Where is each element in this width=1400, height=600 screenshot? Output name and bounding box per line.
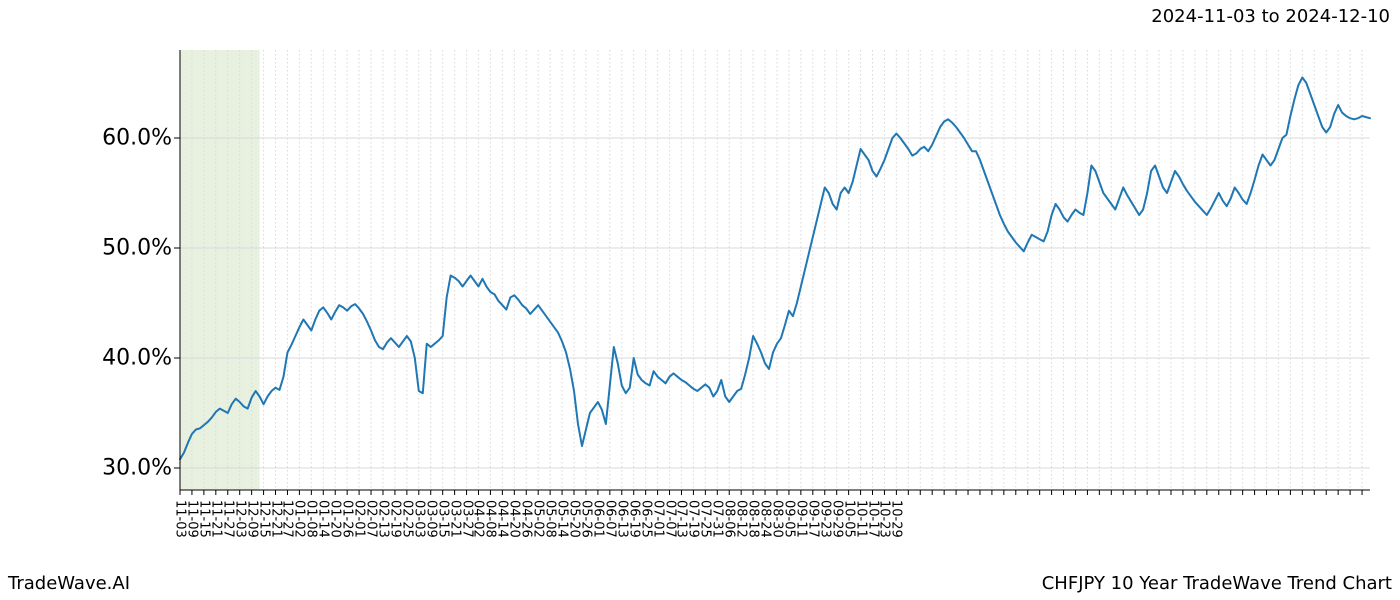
y-tick-label: 50.0% (72, 236, 172, 261)
date-range-label: 2024-11-03 to 2024-12-10 (1151, 6, 1390, 27)
chart-svg (180, 50, 1370, 490)
chart-container: 2024-11-03 to 2024-12-10 30.0% 40.0% 50.0%… (0, 0, 1400, 600)
footer-brand: TradeWave.AI (8, 573, 130, 594)
footer-title: CHFJPY 10 Year TradeWave Trend Chart (1042, 573, 1392, 594)
x-tick-label: 10-29 (889, 500, 904, 538)
plot-area (180, 50, 1370, 490)
y-tick-label: 30.0% (72, 456, 172, 481)
y-tick-label: 60.0% (72, 126, 172, 151)
y-tick-label: 40.0% (72, 346, 172, 371)
